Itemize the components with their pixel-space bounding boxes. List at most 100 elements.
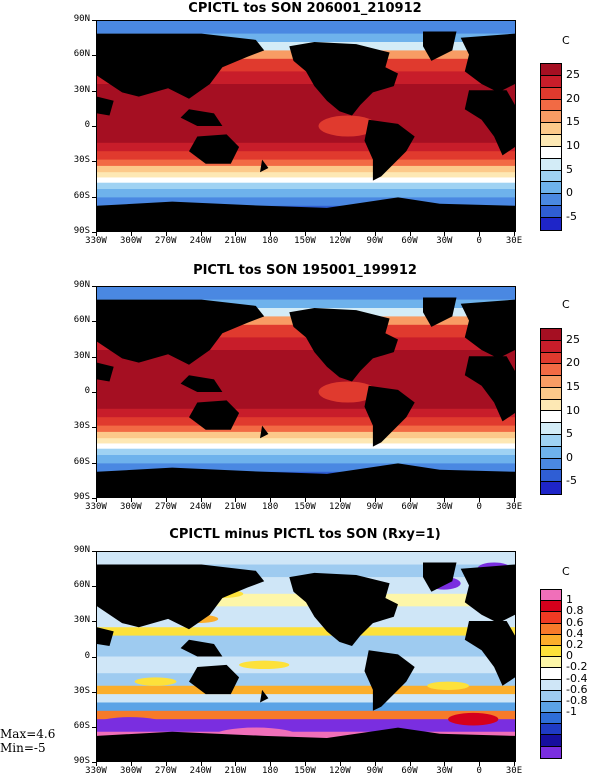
colorbar-swatch bbox=[541, 217, 561, 230]
ocean-band bbox=[97, 177, 515, 184]
x-tick bbox=[339, 498, 341, 502]
ocean-band bbox=[97, 408, 515, 418]
colorbar-swatch bbox=[541, 634, 561, 646]
y-tick-label: 30S bbox=[73, 421, 90, 432]
ocean-band bbox=[97, 182, 515, 190]
x-tick-label: 150W bbox=[294, 502, 316, 512]
y-tick-label: 0 bbox=[84, 120, 90, 130]
y-tick bbox=[92, 551, 96, 552]
x-tick bbox=[514, 498, 515, 502]
colorbar-label: 0.8 bbox=[566, 604, 584, 618]
colorbar-swatch bbox=[541, 645, 561, 658]
x-tick-label: 150W bbox=[294, 766, 316, 776]
x-tick-label: 60W bbox=[401, 502, 418, 512]
x-tick-label: 270W bbox=[154, 236, 177, 246]
colorbar-swatch bbox=[541, 158, 561, 171]
x-tick bbox=[339, 232, 341, 236]
x-tick-label: 150W bbox=[294, 236, 316, 246]
colorbar-swatch bbox=[541, 411, 561, 424]
colorbar-swatch bbox=[541, 657, 561, 669]
colorbar-swatch bbox=[541, 701, 561, 714]
colorbar-label: 15 bbox=[566, 115, 580, 129]
ocean-band bbox=[97, 165, 515, 173]
ocean-band bbox=[97, 84, 515, 144]
ocean-band bbox=[97, 627, 515, 637]
colorbar-swatch bbox=[541, 482, 561, 494]
colorbar-label: 15 bbox=[566, 379, 580, 393]
colorbar-label: -0.8 bbox=[566, 694, 588, 707]
ocean-band bbox=[97, 299, 515, 309]
x-tick-label: 300W bbox=[119, 236, 142, 246]
x-tick-label: 330W bbox=[85, 236, 107, 246]
colorbar-swatch bbox=[541, 352, 561, 365]
y-tick bbox=[92, 691, 96, 693]
y-tick-label: 90S bbox=[73, 492, 90, 502]
x-tick bbox=[514, 232, 515, 236]
colorbar-swatch bbox=[541, 612, 561, 624]
y-tick-label: 90S bbox=[73, 226, 90, 236]
x-tick bbox=[96, 232, 97, 236]
x-tick bbox=[235, 232, 237, 236]
colorbar-swatch bbox=[541, 170, 561, 183]
x-tick bbox=[165, 232, 167, 236]
y-tick bbox=[92, 498, 96, 499]
x-tick-label: 90W bbox=[366, 502, 383, 512]
y-tick-label: 0 bbox=[84, 386, 90, 396]
x-tick bbox=[200, 762, 202, 766]
colorbar-swatch bbox=[541, 364, 561, 377]
ocean-band bbox=[97, 33, 515, 43]
y-tick bbox=[92, 90, 96, 92]
x-tick bbox=[270, 498, 272, 502]
ocean-band bbox=[97, 694, 515, 703]
panel-title: CPICTL minus PICTL tos SON (Rxy=1) bbox=[169, 527, 441, 542]
x-tick-label: 60W bbox=[401, 766, 418, 776]
y-tick bbox=[92, 321, 96, 323]
x-tick bbox=[409, 762, 411, 766]
ocean-band bbox=[97, 431, 515, 439]
colorbar-label: 10 bbox=[566, 403, 580, 417]
colorbar-swatch bbox=[541, 387, 561, 400]
ocean-band bbox=[97, 719, 515, 733]
colorbar-swatch bbox=[541, 182, 561, 195]
colorbar-label: -5 bbox=[566, 210, 577, 224]
map-canvas bbox=[97, 552, 515, 761]
colorbar-label: 0.4 bbox=[566, 626, 584, 640]
x-tick-label: 30W bbox=[436, 766, 453, 776]
colorbar-swatch bbox=[541, 679, 561, 691]
x-tick-label: 120W bbox=[328, 502, 351, 512]
x-tick bbox=[165, 498, 167, 502]
colorbar-label: -5 bbox=[566, 474, 577, 488]
x-tick bbox=[165, 762, 167, 766]
y-tick-label: 90S bbox=[73, 756, 90, 766]
y-tick bbox=[92, 427, 96, 429]
colorbar-swatch bbox=[541, 713, 561, 725]
y-tick-label: 60S bbox=[73, 456, 90, 467]
colorbar-swatch bbox=[541, 87, 561, 100]
colorbar-label: 0.6 bbox=[566, 615, 584, 629]
y-tick-label: 30N bbox=[73, 615, 90, 626]
x-tick-label: 330W bbox=[85, 502, 107, 512]
colorbar-swatch bbox=[541, 623, 561, 635]
ocean-band bbox=[97, 142, 515, 152]
y-tick-label: 90N bbox=[73, 280, 90, 290]
colorbar-swatch bbox=[541, 329, 561, 341]
x-tick-label: 240W bbox=[189, 766, 212, 776]
ocean-band bbox=[97, 438, 515, 444]
y-tick bbox=[92, 392, 96, 393]
colorbar-unit: C bbox=[562, 34, 570, 47]
x-tick-label: 330W bbox=[85, 766, 107, 776]
y-tick bbox=[92, 621, 96, 623]
y-tick bbox=[92, 656, 96, 658]
y-tick-label: 60S bbox=[73, 720, 90, 731]
x-tick-label: 240W bbox=[189, 236, 212, 246]
colorbar-swatch bbox=[541, 135, 561, 147]
x-tick-label: 90W bbox=[366, 236, 383, 246]
ocean-band bbox=[97, 443, 515, 450]
colorbar-label: 0 bbox=[566, 450, 573, 464]
x-tick bbox=[305, 232, 306, 236]
colorbar-label: 20 bbox=[566, 356, 580, 370]
colorbar-swatch bbox=[541, 746, 561, 758]
y-tick-label: 30N bbox=[73, 350, 90, 361]
colorbar-swatch bbox=[541, 75, 561, 88]
colorbar-label: 1 bbox=[566, 593, 573, 607]
